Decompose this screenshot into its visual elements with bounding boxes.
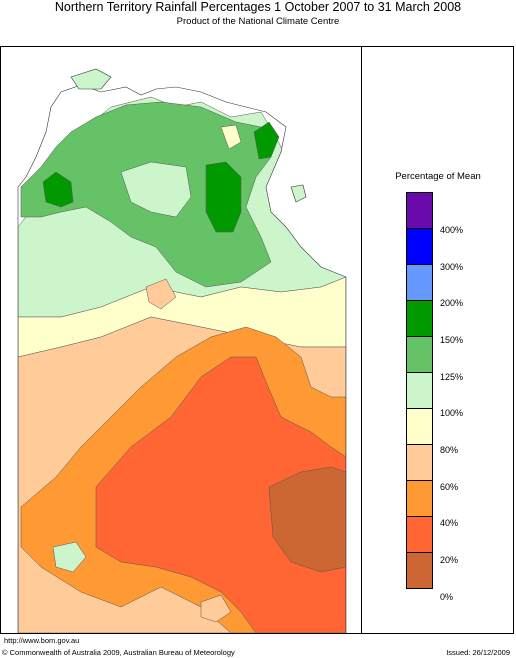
legend-swatch-0-20	[406, 552, 433, 589]
map-subtitle: Product of the National Climate Centre	[176, 16, 340, 27]
legend-swatch-60-80	[406, 444, 433, 481]
region-150-200-west	[42, 171, 74, 208]
legend-swatch-40-60	[406, 480, 433, 517]
legend-tick: 300%	[440, 262, 464, 272]
region-150-200-central	[205, 161, 242, 233]
map-title: Northern Territory Rainfall Percentages …	[54, 0, 462, 14]
island-groote	[290, 184, 307, 203]
island-tiwi	[70, 68, 112, 90]
legend-tick: 100%	[440, 408, 464, 418]
legend-tick: 200%	[440, 298, 464, 308]
legend-swatch-80-100	[406, 408, 433, 445]
legend-swatch-200-300	[406, 264, 433, 301]
legend-tick: 80%	[440, 445, 459, 455]
legend-swatch-100-125	[406, 372, 433, 409]
region-patch-south-green	[52, 541, 87, 573]
region-20-40	[95, 356, 347, 633]
legend-swatch-150-200	[406, 300, 433, 337]
copyright-notice: © Commonwealth of Australia 2009, Austra…	[2, 648, 235, 657]
map-frame	[0, 46, 514, 634]
region-patch-north-peach	[145, 278, 177, 310]
region-patch-c	[220, 124, 242, 150]
legend-tick: 150%	[440, 335, 464, 345]
region-150-200-east	[253, 121, 280, 160]
legend-title: Percentage of Mean	[395, 171, 481, 182]
region-100-125-patch-b	[120, 161, 192, 218]
legend-swatch-125-150	[406, 336, 433, 373]
legend-tick: 40%	[440, 518, 459, 528]
legend-scale	[406, 192, 433, 589]
legend-tick: 60%	[440, 482, 459, 492]
issued-date: Issued: 26/12/2009	[446, 648, 510, 657]
coastline	[17, 84, 347, 278]
legend-swatch-300-400	[406, 228, 433, 265]
legend-divider	[361, 46, 362, 634]
sea-area	[1, 47, 361, 633]
legend-tick: 20%	[440, 555, 459, 565]
region-patch-south-peach	[200, 594, 232, 623]
legend-tick: 125%	[440, 372, 464, 382]
legend-tick: 400%	[440, 225, 464, 235]
rainfall-map	[1, 47, 361, 633]
legend-tick: 0%	[440, 592, 454, 602]
legend-swatch-20-40	[406, 516, 433, 553]
legend-swatch-400-plus	[406, 192, 433, 229]
source-url[interactable]: http://www.bom.gov.au	[4, 636, 80, 645]
